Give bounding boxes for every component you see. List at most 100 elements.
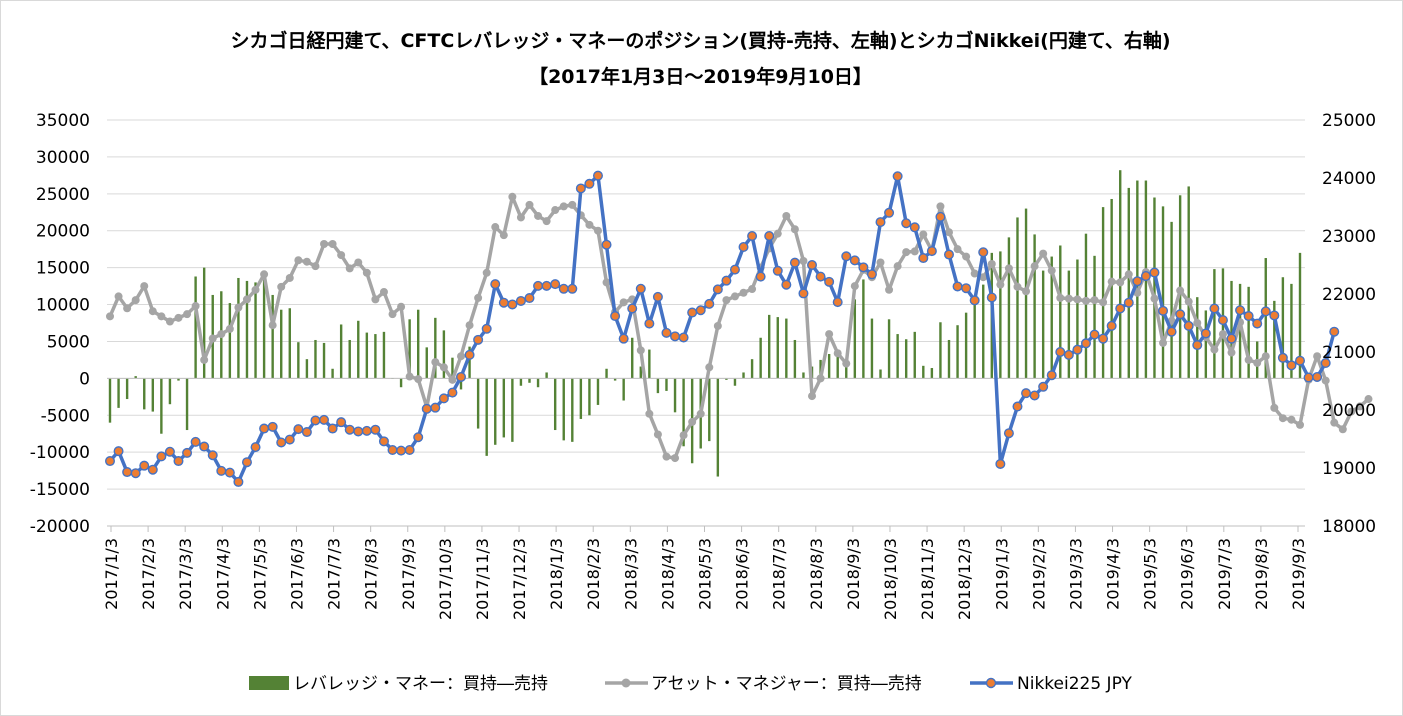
bar <box>382 331 386 379</box>
nikkei-point <box>926 246 937 257</box>
chart-title: シカゴ日経円建て、CFTCレバレッジ・マネーのポジション(買持-売持、左軸)とシ… <box>230 30 1171 52</box>
bar <box>819 359 822 379</box>
x-tick-label: 2017/10/3 <box>436 538 455 620</box>
nikkei-point <box>738 242 749 253</box>
nikkei-point <box>447 387 458 398</box>
nikkei-point <box>284 434 295 445</box>
nikkei-point <box>652 291 663 302</box>
nikkei-point <box>1183 320 1194 331</box>
asset-manager-point <box>910 247 919 256</box>
asset-manager-point <box>482 268 491 277</box>
bar <box>536 378 540 388</box>
bar <box>785 318 788 379</box>
asset-manager-point <box>987 259 996 268</box>
asset-manager-point <box>225 324 234 333</box>
bar <box>288 308 291 379</box>
asset-manager-series-line <box>108 195 1370 460</box>
bar <box>562 378 565 441</box>
asset-manager-point <box>1347 407 1356 416</box>
asset-manager-point <box>653 430 662 439</box>
asset-manager-point <box>388 310 397 319</box>
nikkei-point <box>1038 381 1049 392</box>
asset-manager-point <box>1013 282 1022 291</box>
nikkei-point <box>635 283 646 294</box>
right-tick-label: 25000 <box>1322 111 1376 131</box>
asset-manager-point <box>1184 297 1193 306</box>
nikkei-point <box>909 222 920 233</box>
nikkei-point <box>250 442 261 453</box>
bar <box>374 334 377 379</box>
x-tick-label: 2017/8/3 <box>362 538 381 610</box>
left-axis-ticks: 35000 30000 25000 20000 15000 10000 5000 0 -5000… <box>30 111 90 537</box>
asset-manager-line <box>106 192 1373 463</box>
nikkei-point <box>216 465 227 476</box>
bar <box>399 378 403 388</box>
x-tick-label: 2018/8/3 <box>807 538 826 610</box>
nikkei-point <box>139 460 150 471</box>
x-tick-label: 2019/2/3 <box>1029 538 1048 610</box>
left-tick-label: 30000 <box>36 148 90 168</box>
x-axis-ticks: 2017/1/3 2017/2/3 2017/3/3 2017/4/3 2017/5/3… <box>102 526 1308 620</box>
asset-manager-point <box>362 268 371 277</box>
nikkei-point <box>498 297 509 308</box>
bar <box>545 372 548 379</box>
nikkei-point <box>798 288 809 299</box>
asset-manager-point <box>1022 287 1031 296</box>
x-tick-label: 2017/4/3 <box>213 538 232 610</box>
asset-manager-point <box>1321 376 1330 385</box>
asset-manager-point <box>679 431 688 440</box>
asset-manager-point <box>414 375 423 384</box>
nikkei-point <box>353 426 364 437</box>
x-tick-label: 2018/11/3 <box>918 538 937 620</box>
x-tick-label: 2017/6/3 <box>287 538 306 610</box>
nikkei-point <box>207 450 218 461</box>
nikkei-point <box>241 457 252 468</box>
nikkei-point <box>961 283 972 294</box>
asset-manager-point <box>1278 414 1287 423</box>
bar <box>673 378 677 413</box>
bar <box>939 322 942 379</box>
nikkei-point <box>533 280 544 291</box>
nikkei-point <box>541 280 552 291</box>
nikkei-point <box>1312 371 1323 382</box>
bar <box>656 378 660 394</box>
bar <box>357 320 360 379</box>
asset-manager-point <box>730 292 739 301</box>
nikkei-point <box>601 239 612 250</box>
x-tick-label: 2018/5/3 <box>696 538 715 610</box>
nikkei-point <box>807 260 818 271</box>
bar <box>862 279 865 379</box>
nikkei-point <box>1192 340 1203 351</box>
asset-manager-point <box>345 264 354 273</box>
asset-manager-point <box>1176 286 1185 295</box>
asset-manager-point <box>285 273 294 282</box>
asset-manager-point <box>1364 395 1373 404</box>
bar <box>982 284 985 379</box>
bar <box>639 366 642 379</box>
bar <box>930 368 934 379</box>
nikkei-point <box>695 305 706 316</box>
legend-label-nikkei: Nikkei225 JPY <box>1017 674 1132 694</box>
bar <box>476 378 480 429</box>
asset-manager-point <box>1081 296 1090 305</box>
asset-manager-point <box>799 256 808 265</box>
bar <box>879 369 882 379</box>
nikkei-point <box>935 211 946 222</box>
asset-manager-point <box>251 285 260 294</box>
nikkei-point <box>293 424 304 435</box>
legend-label-asset: アセット・マネジャー：買持―売持 <box>651 674 922 694</box>
bar <box>579 378 583 419</box>
nikkei-point <box>712 284 723 295</box>
nikkei-point <box>884 207 895 218</box>
x-tick-label: 2017/9/3 <box>399 538 418 610</box>
bar <box>280 309 283 379</box>
nikkei-point <box>1320 358 1331 369</box>
asset-manager-point <box>1244 355 1253 364</box>
nikkei-point <box>721 275 732 286</box>
asset-manager-point <box>1099 298 1108 307</box>
bar <box>245 280 249 379</box>
bar <box>1204 310 1208 379</box>
bar <box>451 357 454 379</box>
bar <box>1264 258 1267 379</box>
asset-manager-point <box>1073 295 1082 304</box>
